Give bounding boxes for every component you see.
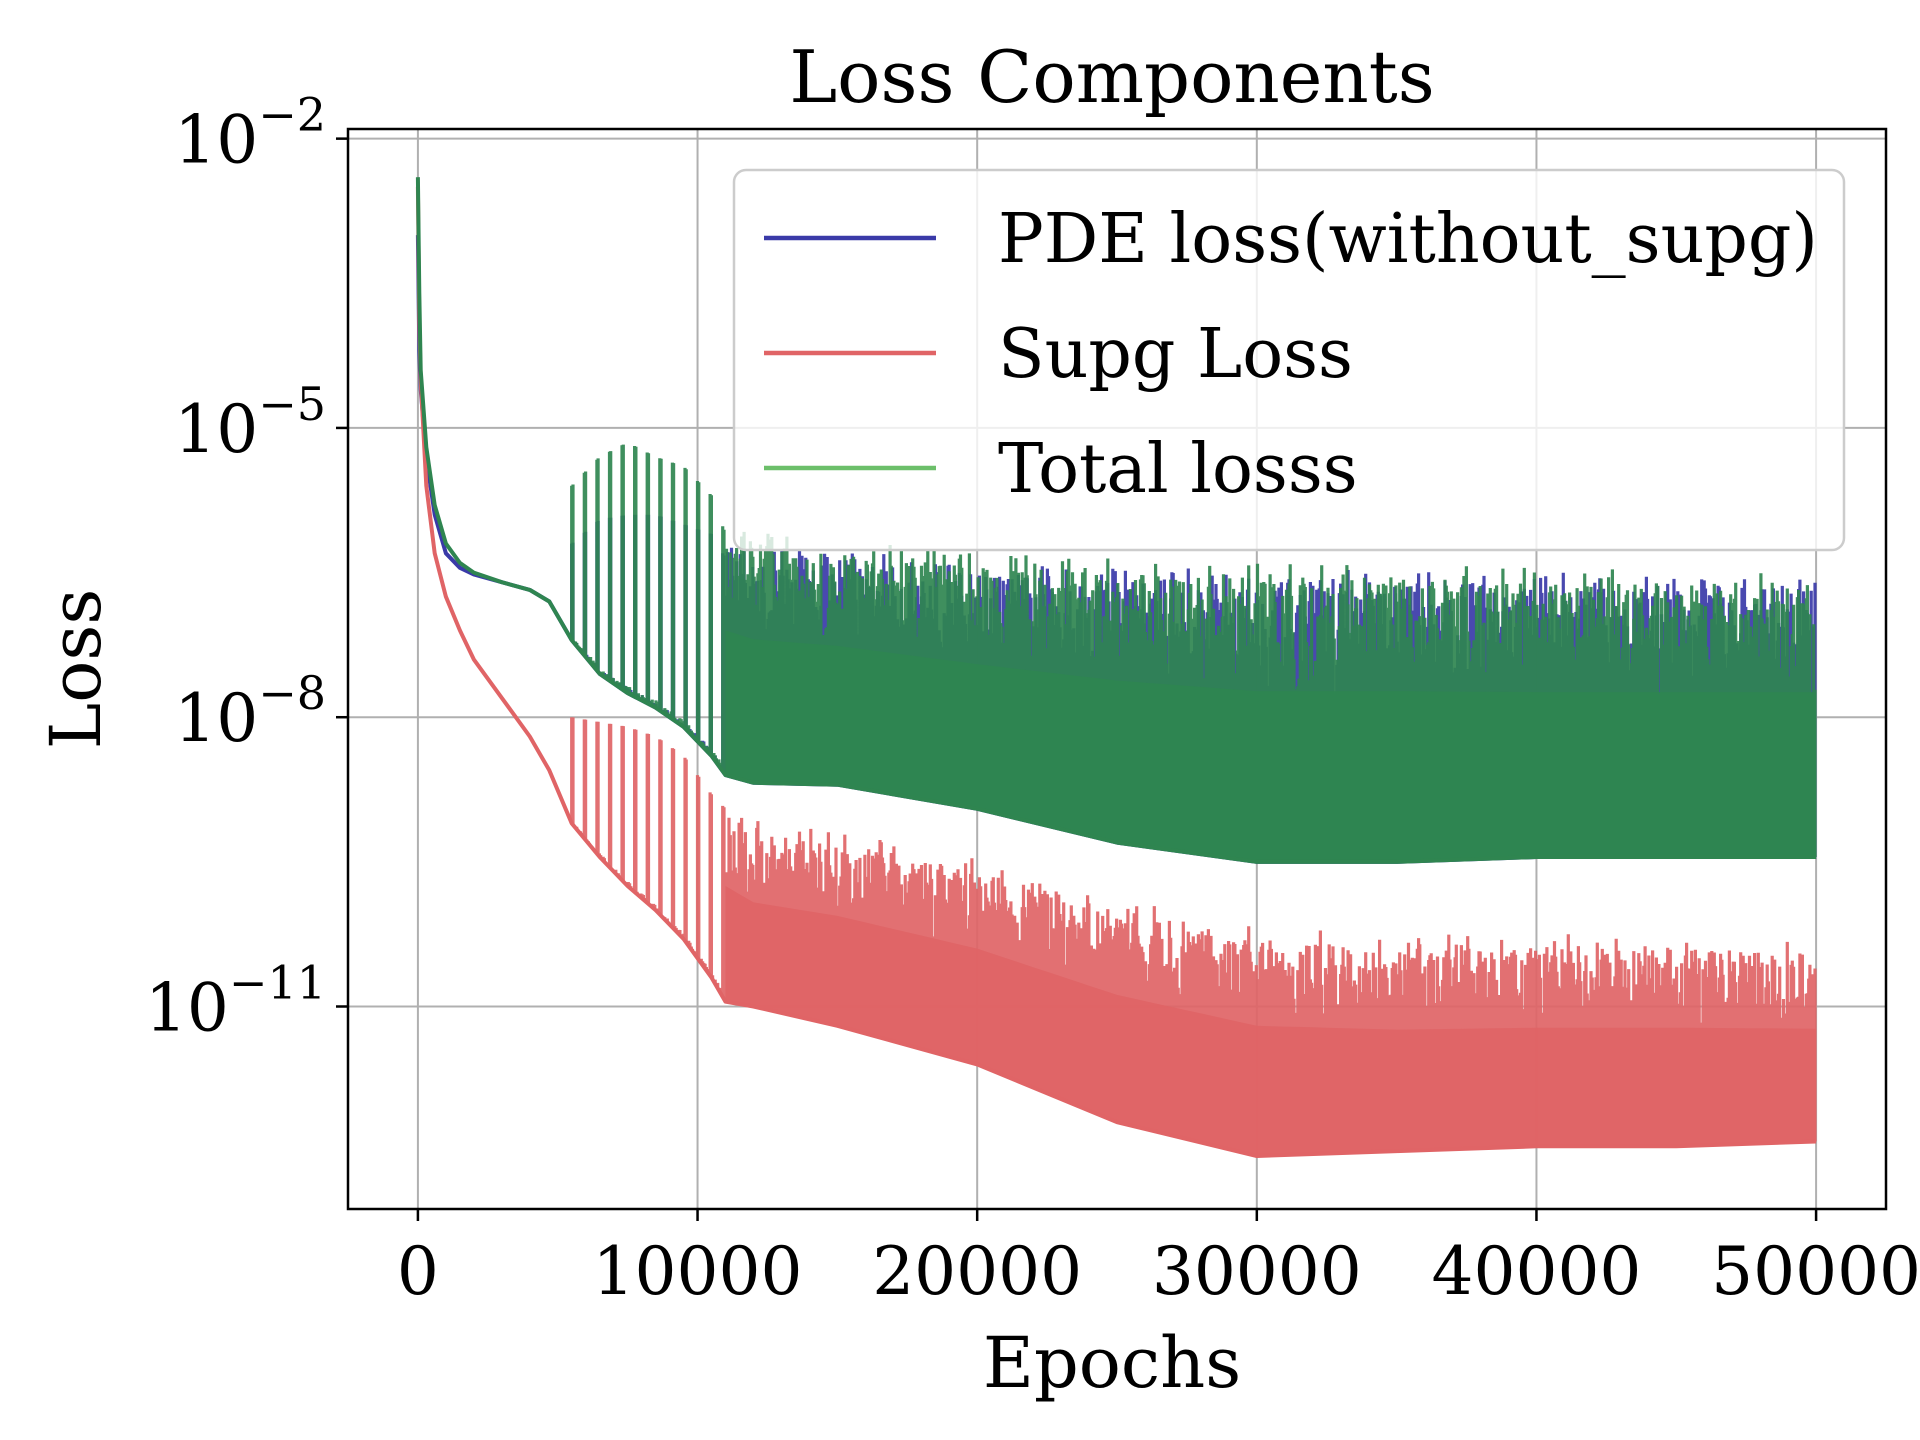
y-tick-label-0: 10−2 (174, 88, 326, 179)
legend-label-1: Supg Loss (998, 315, 1353, 394)
x-axis-label: Epochs (983, 1322, 1241, 1404)
legend-label-2: Total losss (998, 430, 1358, 509)
y-tick-label-1: 10−5 (174, 377, 326, 468)
x-tick-label-1: 10000 (593, 1233, 803, 1310)
x-tick-label-2: 20000 (872, 1233, 1082, 1310)
x-tick-label-0: 0 (397, 1233, 439, 1310)
legend: PDE loss(without_supg) Supg Loss Total los… (734, 170, 1844, 550)
legend-label-0: PDE loss(without_supg) (998, 200, 1818, 279)
x-tick-label-3: 30000 (1152, 1233, 1362, 1310)
chart-title: Loss Components (789, 35, 1434, 119)
x-tick-label-5: 50000 (1711, 1233, 1920, 1310)
x-tick-label-4: 40000 (1431, 1233, 1641, 1310)
y-tick-label-3: 10−11 (145, 956, 326, 1047)
y-tick-label-2: 10−8 (174, 666, 326, 757)
y-axis-label: Loss (35, 589, 117, 749)
